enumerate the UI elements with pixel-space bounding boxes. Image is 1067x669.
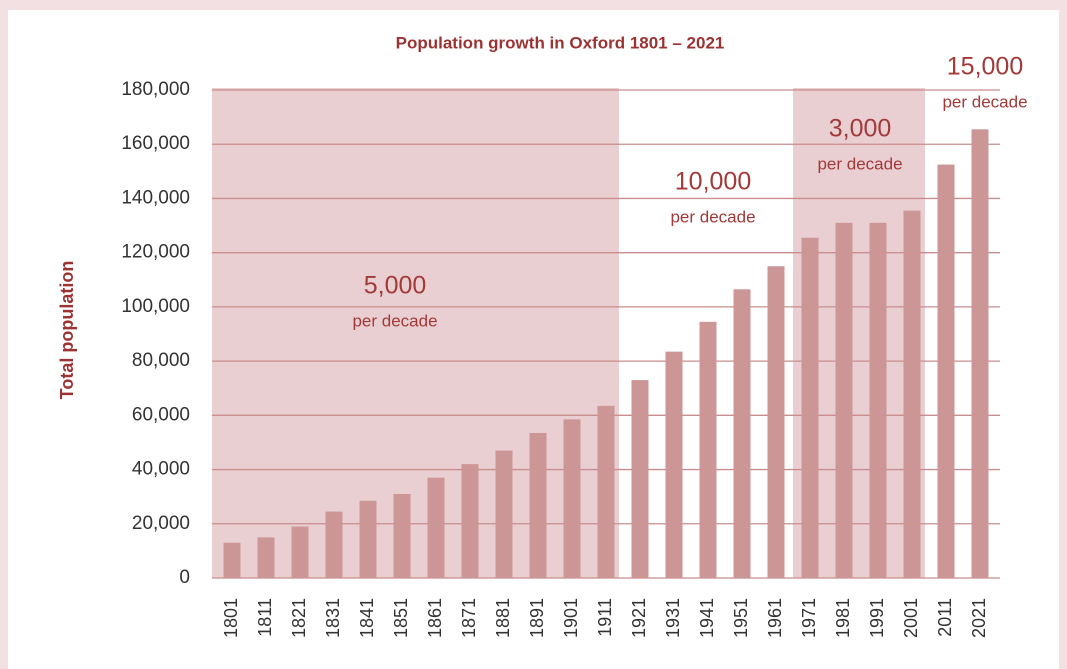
bar [325,511,343,578]
y-tick-label: 60,000 [132,404,190,425]
x-tick-label: 1981 [833,598,853,638]
bar [597,405,615,578]
bar [359,500,377,578]
y-tick-label: 0 [179,567,190,588]
x-tick-label: 1971 [799,598,819,638]
shaded-span [212,88,619,578]
bar [903,210,921,578]
x-tick-label: 2001 [901,598,921,638]
bar [631,380,649,578]
x-tick-label: 1921 [629,598,649,638]
x-tick-label: 1841 [357,598,377,638]
x-tick-label: 1821 [289,598,309,638]
x-tick-label: 1851 [391,598,411,638]
annotation-rate: 5,000 [364,272,427,300]
x-tick-label: 1871 [459,598,479,638]
annotation-rate: 10,000 [675,168,751,196]
x-tick-label: 1881 [493,598,513,638]
bar [529,432,547,578]
bar [835,222,853,578]
x-tick-label: 1801 [221,598,241,638]
annotation-unit: per decade [817,154,902,173]
bar [291,526,309,578]
bar [223,542,241,578]
bar [971,129,989,579]
annotation-unit: per decade [670,207,755,226]
bar [733,289,751,578]
bar [699,321,717,578]
y-tick-label: 180,000 [121,79,190,100]
x-tick-label: 1811 [255,598,275,637]
x-tick-label: 1861 [425,598,445,638]
bar [665,351,683,578]
bar [495,450,513,578]
bar [393,493,411,578]
annotation-rate: 3,000 [829,115,892,143]
bar [767,266,785,578]
bar [869,222,887,578]
bar [563,419,581,578]
x-tick-label: 2011 [935,598,955,637]
bar [427,477,445,578]
annotation-unit: per decade [942,92,1027,111]
y-tick-label: 40,000 [132,459,190,480]
x-tick-label: 2021 [969,598,989,638]
x-tick-label: 1891 [527,598,547,638]
y-tick-label: 80,000 [132,350,190,371]
x-tick-label: 1961 [765,598,785,638]
annotation-unit: per decade [352,311,437,330]
y-tick-label: 140,000 [121,187,190,208]
y-tick-label: 100,000 [121,296,190,317]
x-tick-label: 1951 [731,598,751,638]
x-tick-label: 1901 [561,598,581,638]
x-tick-label: 1911 [595,598,615,637]
x-tick-label: 1991 [867,598,887,638]
chart-title: Population growth in Oxford 1801 – 2021 [396,33,725,52]
bar [801,237,819,578]
y-tick-label: 120,000 [121,242,190,263]
y-tick-label: 160,000 [121,133,190,154]
annotation-rate: 15,000 [947,53,1023,81]
y-axis-label: Total population [57,261,77,400]
bar [461,464,479,578]
y-tick-label: 20,000 [132,513,190,534]
x-tick-label: 1831 [323,598,343,638]
x-tick-label: 1931 [663,598,683,638]
bar [257,537,275,578]
bar [937,164,955,579]
x-tick-label: 1941 [697,598,717,638]
